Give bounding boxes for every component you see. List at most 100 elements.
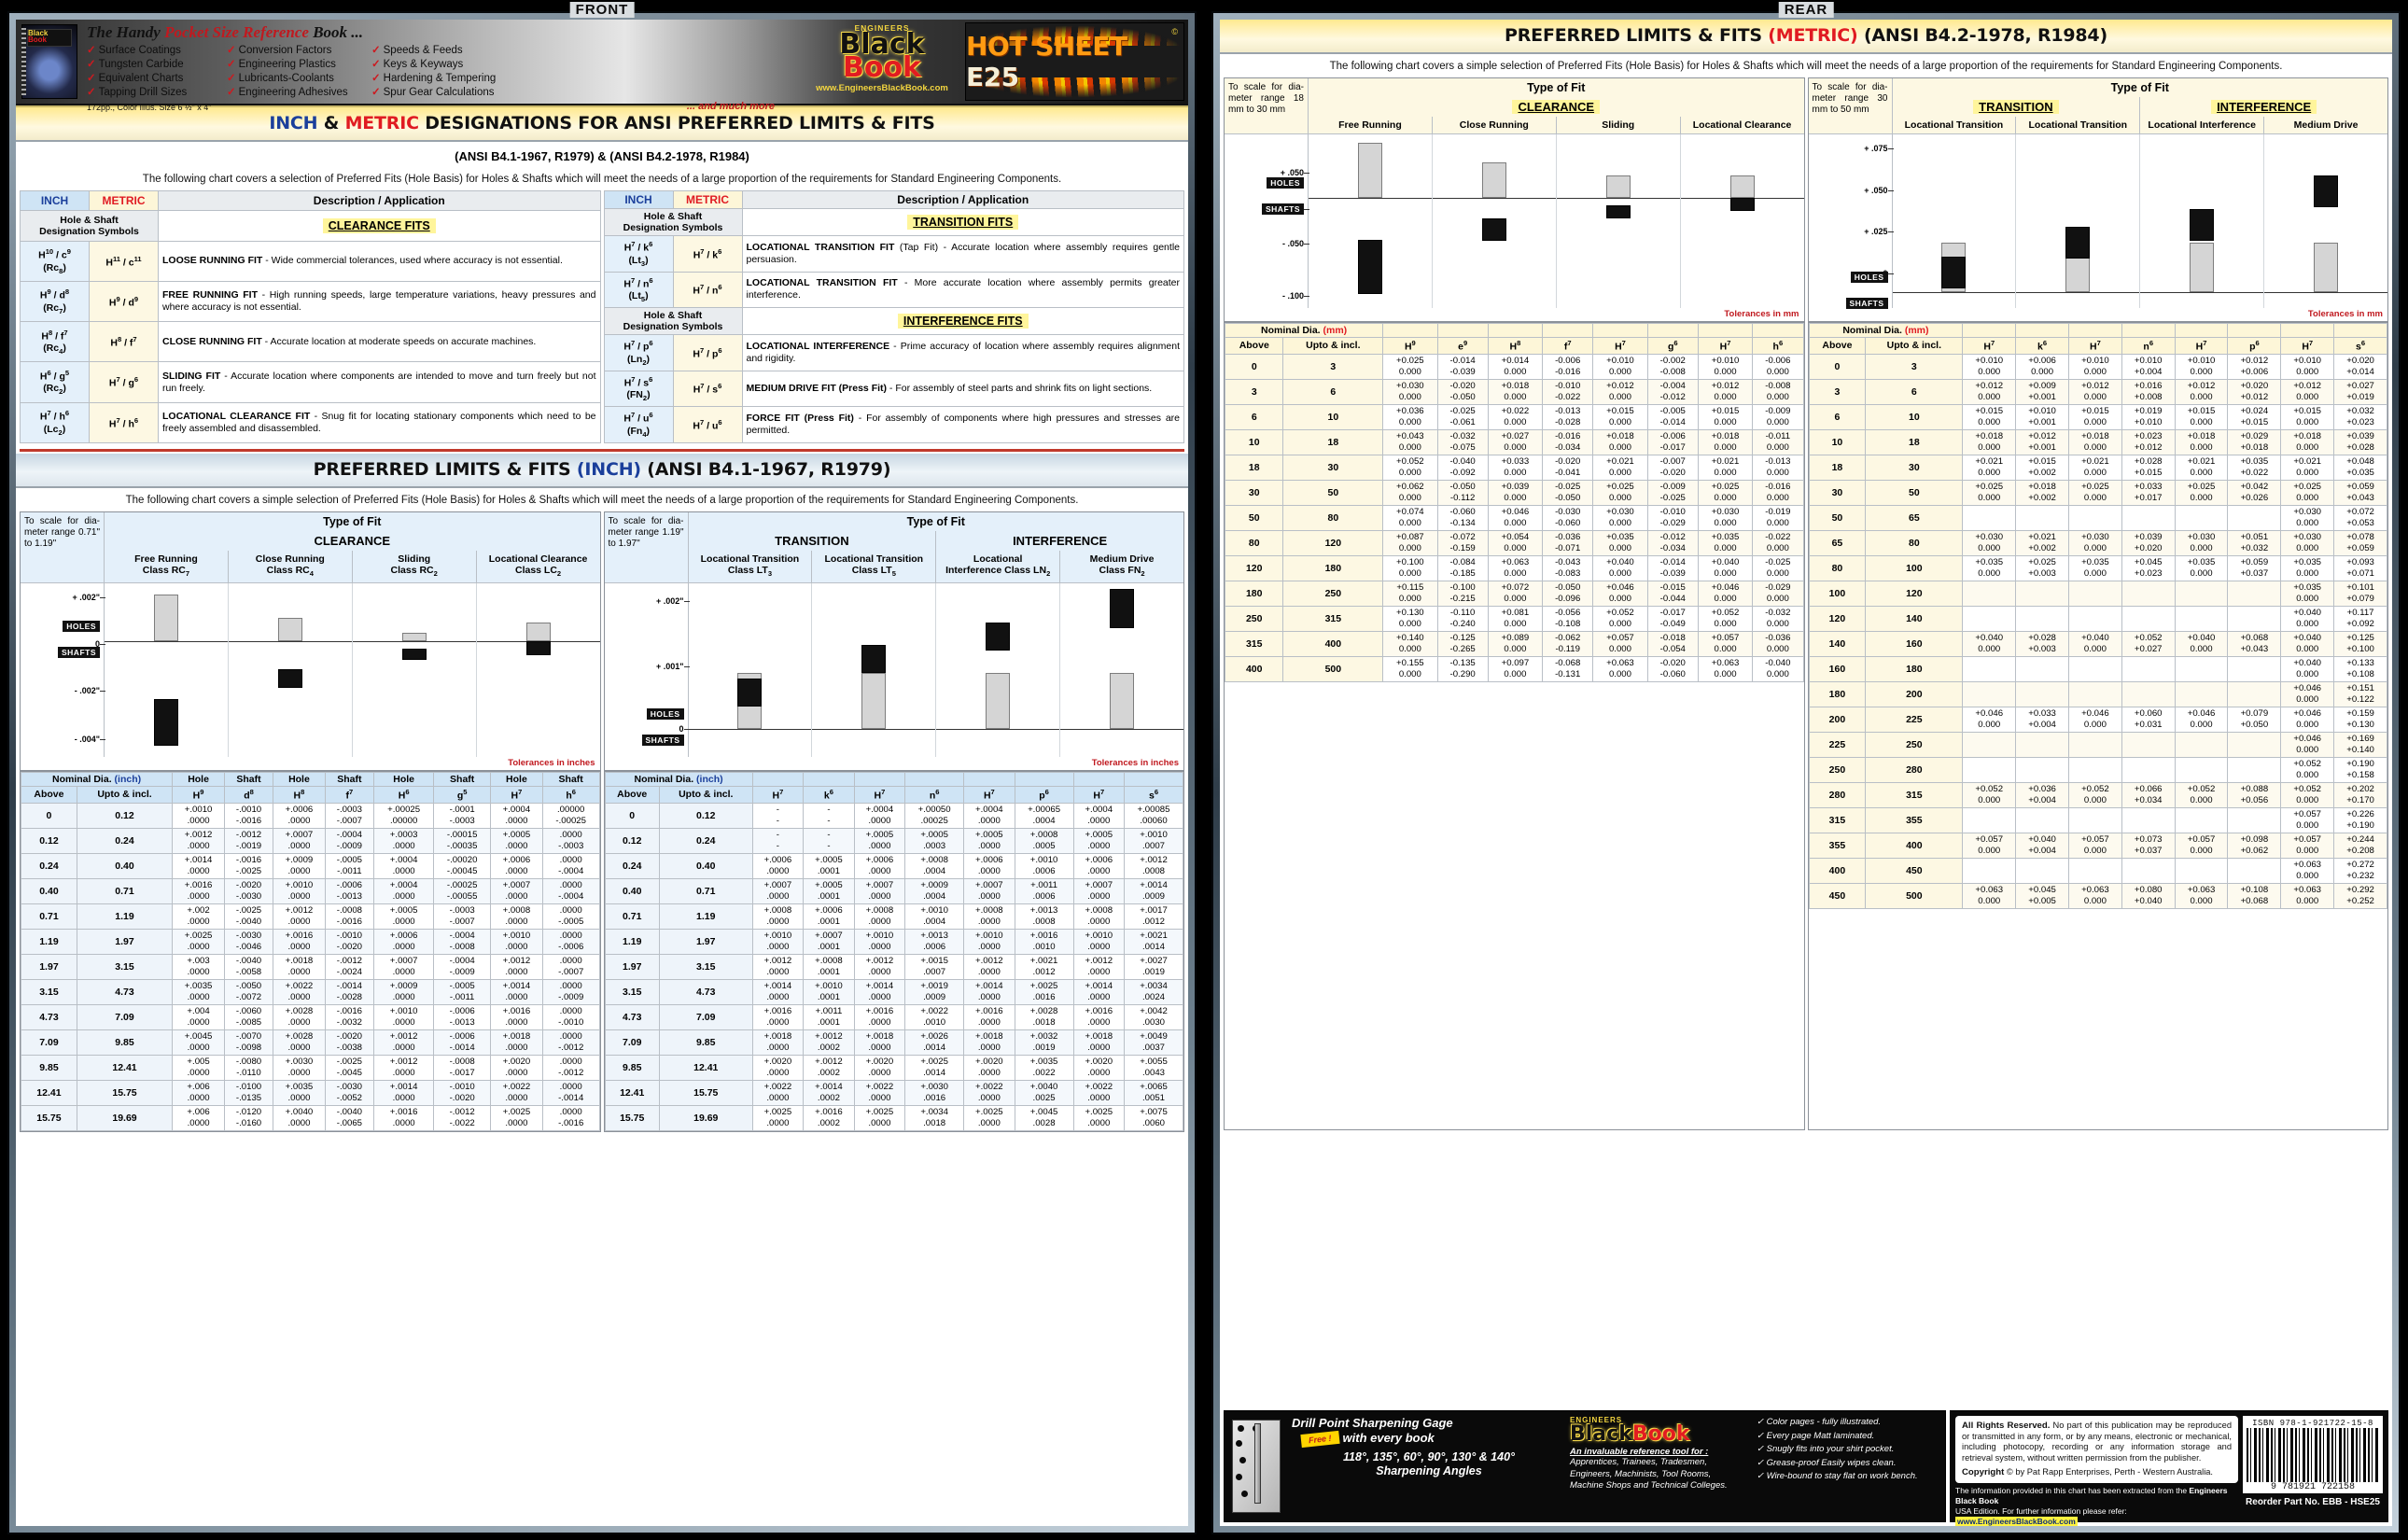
tolerance-value: +0.063 0.000 (2067, 882, 2122, 909)
tolerance-value (1962, 655, 2017, 682)
tolerance-value: -0.005 -0.014 (1646, 403, 1699, 430)
tolerance-value: .0000 -.0006 (541, 928, 600, 955)
dia-upto: 100 (1865, 554, 1964, 581)
table-row: 30 50 +0.062 0.000 -0.050 -0.112 +0.039 0.000 -0… (1224, 479, 1804, 506)
table-row: 6 10 +0.015 0.000 +0.010 +0.001 +0.015 0.000 +0.… (1808, 403, 2387, 430)
tolerance-value: +.0028.0000 (273, 1003, 326, 1030)
tolerance-value: +0.010 +0.001 (2015, 403, 2069, 430)
tolerance-value: +0.025 0.000 (1962, 479, 2017, 506)
table-row: 180 250 +0.115 0.000 -0.100 -0.215 +0.072 0.000… (1224, 580, 1804, 607)
tolerance-value: +0.016 +0.008 (2121, 378, 2176, 405)
upto-header: Upto & incl. (1282, 337, 1384, 355)
dia-upto: 0.40 (76, 852, 174, 879)
tolerance-value: -.0003 -.0007 (433, 903, 491, 930)
dia-upto: 160 (1865, 630, 1964, 657)
hole-shaft-header (1382, 323, 1438, 338)
tolerance-value: +.0012.0000 (372, 1029, 435, 1056)
tolerance-value: +.0012.0000 (372, 1054, 435, 1081)
tolerance-value: +0.030 0.000 (1382, 378, 1438, 405)
dia-upto: 30 (1865, 454, 1964, 481)
table-row: 3.15 4.73 +.0014.0000 +.0010.0001 +.0014.000… (604, 978, 1183, 1005)
scale-note-right: To scale for dia-meter range 1.19" to 1.… (604, 511, 689, 583)
book-cover-thumbnail: Black Book (21, 24, 77, 99)
hole-shaft-header: Shaft (224, 772, 273, 788)
tolerance-value: +0.025 0.000 (1382, 353, 1438, 380)
tolerance-value: +0.133 +0.108 (2333, 655, 2387, 682)
tolerance-value (2067, 680, 2122, 707)
tolerance-value: +.0018.0000 (1072, 1029, 1126, 1056)
tolerance-value: +.0004.0000 (372, 852, 435, 879)
table-row: 250 315 +0.130 0.000 -0.110 -0.240 +0.081 0.000… (1224, 605, 1804, 632)
website-url[interactable]: www.EngineersBlackBook.com (1955, 1516, 2078, 1526)
tolerance-value: +0.015 0.000 (1697, 403, 1754, 430)
tolerance-value: +.0007.0000 (372, 953, 435, 980)
tolerance-value: +0.022 0.000 (1487, 403, 1544, 430)
feature-item: ✓ Keys & Keyways (371, 59, 464, 70)
designation-row: H7 / h6 (Lc2) H7 / h6 LOCATIONAL CLEARANCE … (20, 401, 601, 443)
tolerance-value: +0.014 0.000 (1487, 353, 1544, 380)
dia-above: 355 (1808, 832, 1867, 859)
dia-above: 120 (1224, 554, 1284, 581)
tolerance-value: +.0022.0000 (963, 1079, 1015, 1106)
tolerance-value: .00000 -.00025 (541, 802, 600, 829)
tolerance-value: +.0014.0000 (853, 978, 906, 1005)
shaft-tolerance-bar (277, 668, 302, 688)
tolerance-value: -- (751, 802, 805, 829)
tolerance-value: +.0035.0022 (1014, 1054, 1074, 1081)
clearance-rows: H10 / c9 (Rc8) H11 / c11 LOOSE RUNNING FIT … (20, 240, 601, 443)
tolerance-value: .0000 -.0004 (541, 877, 600, 904)
hole-shaft-header (751, 772, 805, 788)
website-url[interactable]: www.EngineersBlackBook.com (816, 83, 948, 93)
tolerance-value: -0.050 -0.096 (1542, 580, 1594, 607)
tolerance-symbol-header: h6 (1752, 337, 1804, 355)
tolerance-value: +.0022.0000 (1072, 1079, 1126, 1106)
tolerance-value: -.0012 -.0022 (433, 1104, 491, 1131)
tolerance-value: +0.009 +0.001 (2015, 378, 2069, 405)
shaft-tolerance-bar (2190, 209, 2215, 242)
dia-upto: 18 (1282, 428, 1384, 455)
dia-upto: 355 (1865, 806, 1964, 833)
tolerance-value: -0.032 -0.075 (1436, 428, 1489, 455)
tolerance-value: +0.035 0.000 (1592, 529, 1648, 556)
tolerance-value: +0.097 0.000 (1487, 655, 1544, 682)
tolerance-symbol-header: H7 (2174, 337, 2229, 355)
tolerance-value: +.0006.0000 (853, 852, 906, 879)
tolerance-value: +0.057 0.000 (1592, 630, 1648, 657)
col-inch: INCH (20, 189, 90, 212)
inch-symbol: H7 / n6 (Lt5) (603, 271, 674, 309)
tolerance-value: -.0001 -.0003 (433, 802, 491, 829)
hole-shaft-header: Hole (372, 772, 435, 788)
shaft-tolerance-bar (1729, 197, 1755, 212)
tolerance-value: -0.009 0.000 (1752, 403, 1804, 430)
tolerance-value: -0.043 -0.083 (1542, 554, 1594, 581)
tolerance-value: +0.159 +0.130 (2333, 706, 2387, 733)
fit-column-header: Locational Transition (1892, 117, 2016, 133)
metric-data-tables: Nominal Dia. (mm) Above Upto & incl. H9 e9 H8… (1220, 322, 2392, 1134)
axis-tick-label: + .001" (655, 662, 689, 672)
tolerance-value: +.0010.0007 (1124, 827, 1183, 854)
tolerance-value (2121, 857, 2176, 884)
tolerance-value: +0.018 0.000 (2067, 428, 2122, 455)
tolerance-value: +0.015 0.000 (1962, 403, 2017, 430)
inch-note: The following chart covers a simple sele… (125, 494, 1079, 506)
tolerance-value: +0.051 +0.032 (2227, 529, 2282, 556)
tolerance-value: +.00050.00025 (904, 802, 965, 829)
table-row: 355 400 +0.057 0.000 +0.040 +0.004 +0.057 0.000… (1808, 832, 2387, 859)
free-badge: Free ! (1300, 1430, 1340, 1449)
tolerance-value: -.0008 -.0017 (433, 1054, 491, 1081)
tolerance-value: +.0010.0000 (1072, 928, 1126, 955)
tolerance-value: -.00020 -.00045 (433, 852, 491, 879)
tolerance-value (2227, 504, 2282, 531)
hole-shaft-header (1014, 772, 1074, 788)
tolerance-symbol-header: H7 (1962, 337, 2017, 355)
tolerance-value: +.0016.0000 (853, 1003, 906, 1030)
tolerance-value: +.0018.0000 (273, 953, 326, 980)
tolerance-symbol-header: H7 (2280, 337, 2335, 355)
inch-symbol: H8 / f7 (Rc4) (20, 321, 90, 363)
feature-column-3: ✓ Speeds & Feeds ✓ Keys & Keyways ✓ Hardeni… (371, 44, 530, 100)
tolerance-value: .0000 -.0003 (541, 827, 600, 854)
tolerance-value: +0.046 0.000 (1697, 580, 1754, 607)
dia-above: 120 (1808, 605, 1867, 632)
tolerance-value: +0.012 0.000 (1592, 378, 1648, 405)
